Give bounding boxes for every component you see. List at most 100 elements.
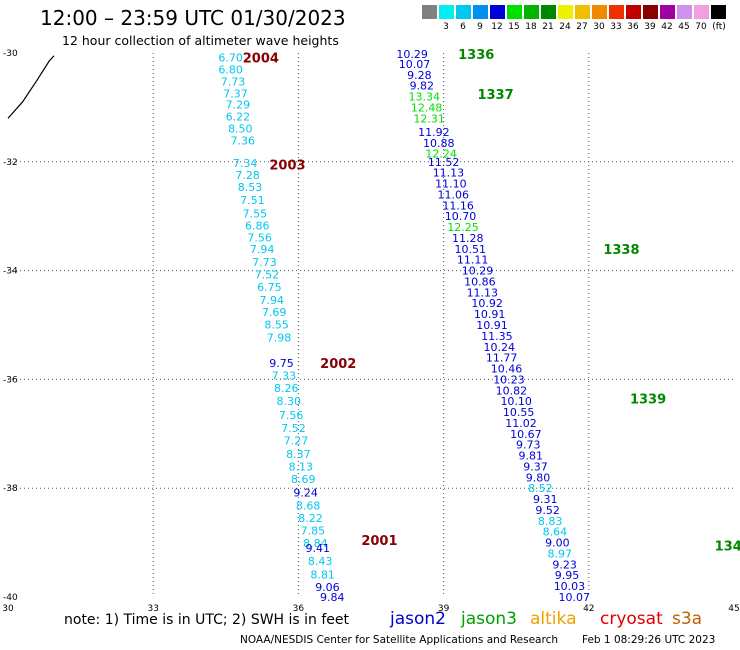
pass-id-label: 2001 (361, 534, 397, 549)
pass-id-label: 1339 (630, 392, 666, 407)
wave-height-label: 8.55 (264, 318, 289, 331)
wave-height-label: 12.25 (447, 221, 479, 234)
wave-height-label: 12.31 (413, 112, 445, 125)
x-tick-label: 45 (728, 604, 739, 614)
wave-height-label: 8.30 (276, 395, 301, 408)
legend-swatch (439, 5, 454, 19)
wave-height-label: 9.82 (410, 80, 435, 93)
wave-height-label: 9.81 (518, 450, 543, 463)
wave-height-label: 9.73 (516, 439, 541, 452)
legend-swatch (626, 5, 641, 19)
wave-height-label: 7.55 (243, 207, 268, 220)
wave-height-label: 11.13 (433, 167, 465, 180)
pass-id-label: 1337 (477, 88, 513, 103)
wave-height-label: 8.52 (528, 482, 553, 495)
wave-height-label: 12.24 (425, 148, 457, 161)
legend-swatch (592, 5, 607, 19)
wave-height-label: 7.56 (279, 409, 304, 422)
wave-height-label: 7.73 (221, 75, 246, 88)
wave-height-label: 9.37 (523, 460, 548, 473)
y-tick-label: -30 (3, 49, 18, 59)
wave-height-label: 8.50 (228, 123, 253, 136)
legend-label: 9 (477, 22, 483, 32)
satellite-cryosat: cryosat (600, 609, 663, 629)
chart-title: 12:00 – 23:59 UTC 01/30/2023 (40, 6, 346, 30)
legend-swatch (524, 5, 539, 19)
legend-label: 12 (491, 22, 503, 32)
wave-height-label: 9.31 (533, 493, 558, 506)
wave-height-label: 10.86 (464, 275, 496, 288)
legend-label: 24 (559, 22, 571, 32)
wave-height-label: 11.02 (505, 417, 537, 430)
legend-label: 36 (627, 22, 639, 32)
wave-height-label: 11.28 (452, 232, 484, 245)
wave-height-label: 11.16 (442, 199, 474, 212)
wave-height-label: 9.41 (306, 542, 331, 555)
pass-id-label: 1336 (458, 48, 494, 63)
wave-height-label: 11.11 (457, 254, 489, 267)
wave-height-label: 9.80 (526, 471, 551, 484)
wave-height-label: 7.52 (281, 422, 306, 435)
wave-height-label: 11.35 (481, 330, 513, 343)
pass-id-label: 2003 (269, 159, 305, 174)
wave-height-label: 7.94 (250, 243, 275, 256)
wave-height-label: 6.80 (218, 63, 243, 76)
legend-label: 3 (443, 22, 449, 32)
legend-swatch (473, 5, 488, 19)
satellite-jason3: jason3 (461, 609, 517, 629)
y-tick-label: -32 (3, 158, 18, 168)
wave-height-label: 8.13 (289, 460, 314, 473)
wave-height-label: 7.85 (301, 525, 326, 538)
wave-height-label: 13.34 (408, 91, 440, 104)
wave-height-label: 7.29 (226, 99, 251, 112)
legend-label: 27 (576, 22, 588, 32)
wave-height-label: 8.81 (310, 569, 335, 582)
wave-height-label: 6.75 (257, 281, 282, 294)
wave-height-label: 6.86 (245, 219, 270, 232)
wave-height-label: 8.53 (238, 181, 263, 194)
x-tick-label: 42 (583, 604, 594, 614)
wave-height-label: 8.26 (274, 382, 299, 395)
coastline (7, 55, 55, 119)
wave-height-label: 10.82 (496, 384, 528, 397)
wave-height-label: 10.29 (462, 265, 494, 278)
legend-swatch (456, 5, 471, 19)
x-tick-label: 39 (438, 604, 450, 614)
wave-height-label: 6.22 (226, 111, 251, 124)
wave-height-label: 9.75 (269, 357, 294, 370)
satellite-altika: altika (530, 609, 577, 629)
wave-height-label: 9.23 (552, 558, 577, 571)
legend-label: 18 (525, 22, 537, 32)
wave-height-label: 10.67 (510, 428, 542, 441)
wave-height-label: 10.10 (500, 395, 532, 408)
legend-label: 33 (610, 22, 622, 32)
wave-height-label: 8.43 (308, 555, 333, 568)
wave-height-label: 11.06 (438, 188, 470, 201)
legend-swatch (575, 5, 590, 19)
wave-height-label: 10.23 (493, 373, 525, 386)
legend-swatch (541, 5, 556, 19)
legend-swatch (507, 5, 522, 19)
legend-swatch (558, 5, 573, 19)
wave-height-label: 9.00 (545, 537, 570, 550)
wave-height-label: 8.37 (286, 448, 311, 461)
wave-height-label: 10.46 (491, 363, 523, 376)
y-tick-label: -40 (3, 593, 18, 603)
wave-height-label: 10.24 (484, 341, 516, 354)
wave-height-label: 7.37 (223, 87, 248, 100)
wave-height-label: 7.34 (233, 157, 258, 170)
legend-label: 15 (508, 22, 520, 32)
wave-height-label: 9.24 (293, 487, 318, 500)
pass-id-label: 1338 (603, 243, 639, 258)
legend-swatch (643, 5, 658, 19)
wave-height-label: 10.07 (399, 58, 431, 71)
wave-height-label: 10.70 (445, 210, 477, 223)
legend-swatch (694, 5, 709, 19)
wave-height-label: 10.29 (396, 48, 428, 61)
x-tick-label: 30 (2, 604, 14, 614)
wave-height-label: 8.97 (548, 547, 573, 560)
wave-height-label: 9.06 (315, 581, 340, 594)
wave-height-label: 11.13 (467, 286, 499, 299)
wave-height-label: 9.28 (407, 69, 432, 82)
legend-unit: (ft) (712, 22, 726, 32)
